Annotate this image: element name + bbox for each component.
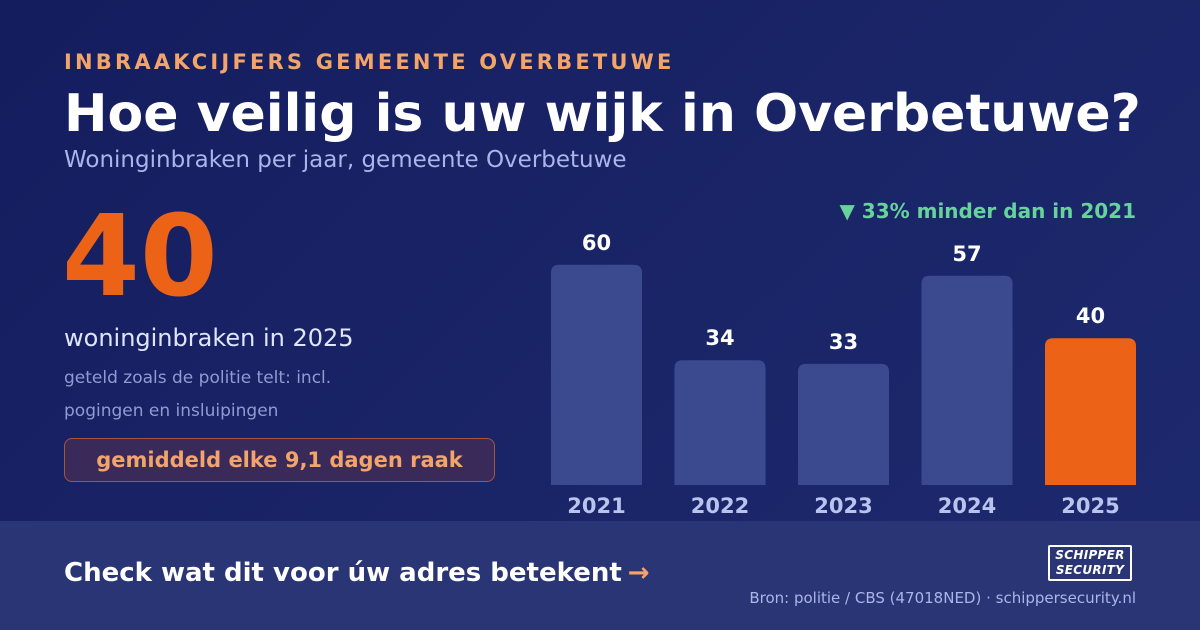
frequency-badge-label: gemiddeld elke 9,1 dagen raak: [96, 448, 463, 472]
tick-label-2021: 2021: [567, 494, 625, 518]
cta-link[interactable]: Check wat dit voor úw adres betekent →: [64, 558, 650, 588]
bar-2025: [1045, 338, 1136, 485]
logo-line-1: SCHIPPER: [1055, 548, 1125, 562]
cta-label: Check wat dit voor úw adres betekent: [64, 558, 622, 588]
bar-2023: [798, 363, 889, 485]
arrow-right-icon: →: [627, 558, 650, 588]
value-label-2021: 60: [582, 231, 611, 255]
logo-line-2: SECURITY: [1055, 563, 1125, 577]
highlight-number: 40: [62, 192, 218, 322]
source-note: Bron: politie / CBS (47018NED) · schippe…: [749, 589, 1136, 607]
value-label-2023: 33: [829, 330, 858, 354]
bar-2021: [551, 264, 642, 485]
eyebrow-label: INBRAAKCIJFERS GEMEENTE OVERBETUWE: [64, 50, 675, 74]
tick-label-2022: 2022: [691, 494, 749, 518]
page-subtitle: Woninginbraken per jaar, gemeente Overbe…: [64, 147, 627, 173]
value-label-2025: 40: [1076, 304, 1105, 328]
frequency-badge: gemiddeld elke 9,1 dagen raak: [64, 438, 495, 482]
change-indicator: ▼ 33% minder dan in 2021: [839, 199, 1136, 223]
tick-label-2023: 2023: [814, 494, 872, 518]
bar-2022: [674, 360, 766, 485]
counting-note: geteld zoals de politie telt: incl. pogi…: [64, 368, 332, 421]
tick-label-2025: 2025: [1061, 494, 1119, 518]
page-title: Hoe veilig is uw wijk in Overbetuwe?: [64, 84, 1141, 144]
bar-2024: [921, 275, 1013, 485]
value-label-2022: 34: [705, 326, 734, 350]
brand-logo: SCHIPPER SECURITY: [1048, 545, 1132, 581]
highlight-caption: woninginbraken in 2025: [64, 324, 354, 352]
footer-bar: Check wat dit voor úw adres betekent → SC…: [0, 521, 1200, 630]
value-label-2024: 57: [952, 242, 981, 266]
tick-label-2024: 2024: [938, 494, 996, 518]
